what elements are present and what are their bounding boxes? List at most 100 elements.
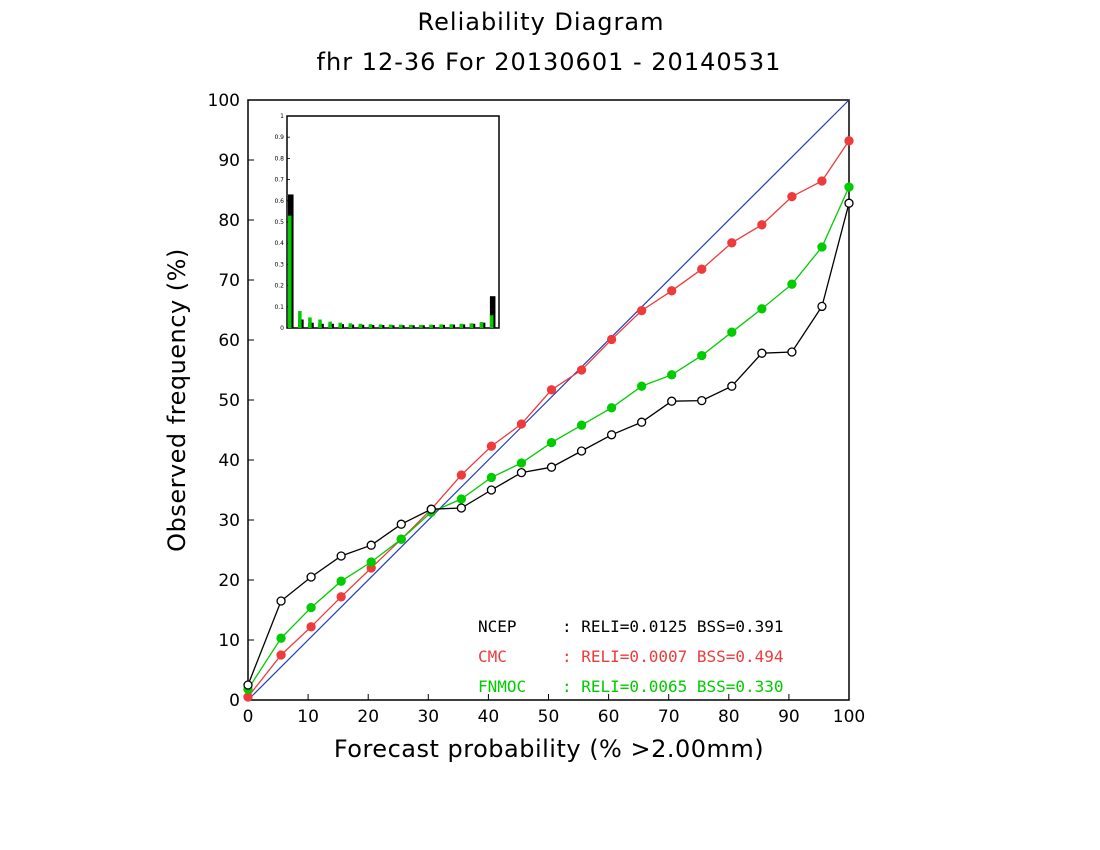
data-point-fnmoc [844, 182, 854, 192]
inset-tick-label: 0.1 [274, 304, 284, 311]
data-point-ncep [426, 504, 436, 514]
legend-stats-ncep: : RELI=0.0125 BSS=0.391 [562, 617, 784, 636]
plot-area: 0 10 20 30 40 50 60 70 80 90 100010203040506070809… [208, 91, 866, 727]
data-point-cmc [667, 286, 677, 296]
inset-bar-fnmoc [409, 324, 413, 328]
data-point-fnmoc [576, 420, 587, 430]
data-point-fnmoc [637, 381, 647, 391]
data-point-fnmoc [456, 494, 467, 504]
data-point-ncep [844, 198, 854, 208]
data-point-ncep [396, 519, 406, 529]
inset-bar-fnmoc [368, 324, 373, 328]
y-tick-label: 80 [218, 211, 240, 231]
data-point-cmc [276, 650, 286, 660]
data-point-cmc [546, 385, 557, 395]
data-point-cmc [606, 334, 617, 345]
inset-bar-fnmoc [429, 324, 433, 328]
data-point-ncep [516, 467, 527, 478]
inset-tick-label: 0.9 [274, 134, 284, 141]
inset-bar-fnmoc [338, 322, 343, 328]
data-point-fnmoc [486, 472, 497, 483]
data-point-ncep [787, 347, 797, 357]
inset-tick-label: 0.4 [274, 240, 284, 247]
data-point-ncep [366, 540, 376, 550]
data-point-cmc [844, 136, 854, 146]
inset-bar-fnmoc [449, 324, 454, 328]
inset-bar-fnmoc [489, 315, 494, 328]
x-tick-label: 0 [243, 707, 254, 727]
data-point-cmc [757, 220, 767, 230]
inset-tick-label: 0 [280, 325, 284, 332]
legend-name-cmc: CMC [478, 647, 507, 666]
data-point-ncep [606, 430, 617, 440]
chart-subtitle: fhr 12-36 For 20130601 - 20140531 [317, 48, 782, 76]
data-point-ncep [486, 485, 497, 495]
data-point-cmc [727, 238, 737, 248]
inset-bar-fnmoc [378, 324, 383, 328]
y-tick-label: 0 [229, 691, 240, 711]
series-ncep [243, 198, 854, 690]
data-point-cmc [697, 264, 707, 274]
data-point-cmc [787, 191, 797, 202]
inset-frame [286, 115, 500, 329]
y-tick-label: 10 [218, 631, 240, 651]
x-tick-label: 20 [357, 707, 379, 727]
data-point-fnmoc [306, 602, 316, 613]
data-point-ncep [243, 680, 253, 690]
data-point-fnmoc [276, 633, 286, 643]
inset-bar-fnmoc [399, 324, 403, 328]
inset-bar-fnmoc [308, 317, 312, 328]
data-point-cmc [817, 176, 827, 186]
x-tick-label: 90 [778, 707, 800, 727]
y-tick-label: 100 [208, 91, 240, 111]
inset-histogram: 0 0.1 0.2 0.3 0.4 0.5 0.6 0.7 0.8 0.9 1 [274, 113, 500, 332]
data-point-fnmoc [516, 458, 527, 468]
perfect-reliability-line [247, 99, 850, 701]
y-tick-label: 60 [218, 331, 240, 351]
inset-tick-label: 0.7 [274, 177, 284, 184]
inset-bar-fnmoc [459, 323, 464, 328]
data-point-fnmoc [546, 437, 557, 448]
data-point-fnmoc [697, 350, 707, 361]
data-point-ncep [817, 301, 827, 312]
legend-name-ncep: NCEP [478, 617, 517, 636]
data-point-ncep [697, 395, 707, 406]
data-point-ncep [757, 348, 767, 358]
data-point-fnmoc [757, 304, 767, 314]
y-tick-label: 50 [218, 391, 240, 411]
inset-bar-fnmoc [348, 323, 353, 328]
y-tick-label: 90 [218, 151, 240, 171]
inset-bar-fnmoc [439, 324, 443, 328]
legend-stats-fnmoc: : RELI=0.0065 BSS=0.330 [562, 677, 784, 696]
inset-bar-fnmoc [328, 321, 332, 328]
data-point-ncep [456, 503, 467, 513]
x-tick-label: 50 [538, 707, 560, 727]
y-tick-label: 40 [218, 451, 240, 471]
inset-tick-label: 0.2 [274, 283, 284, 290]
inset-bar-fnmoc [318, 319, 322, 328]
x-tick-label: 60 [598, 707, 620, 727]
x-tick-label: 10 [297, 707, 319, 727]
chart-title: Reliability Diagram [418, 8, 665, 36]
data-point-cmc [637, 305, 647, 316]
x-tick-label: 40 [478, 707, 500, 727]
y-tick-label: 30 [218, 511, 240, 531]
x-tick-label: 30 [417, 707, 439, 727]
data-point-fnmoc [727, 327, 737, 337]
inset-bar-fnmoc [479, 322, 484, 328]
inset-tick-label: 0.5 [274, 219, 284, 226]
y-tick-label: 20 [218, 571, 240, 591]
inset-bar-fnmoc [358, 323, 363, 328]
inset-bar-fnmoc [388, 324, 393, 328]
data-point-fnmoc [336, 576, 346, 586]
data-point-ncep [336, 551, 346, 561]
x-tick-label: 80 [718, 707, 740, 727]
inset-tick-label: 1 [280, 113, 284, 120]
data-point-ncep [637, 417, 647, 427]
y-tick-label: 70 [218, 271, 240, 291]
data-point-cmc [243, 692, 253, 702]
data-point-fnmoc [366, 557, 376, 567]
data-point-cmc [456, 470, 467, 480]
x-tick-label: 70 [658, 707, 680, 727]
